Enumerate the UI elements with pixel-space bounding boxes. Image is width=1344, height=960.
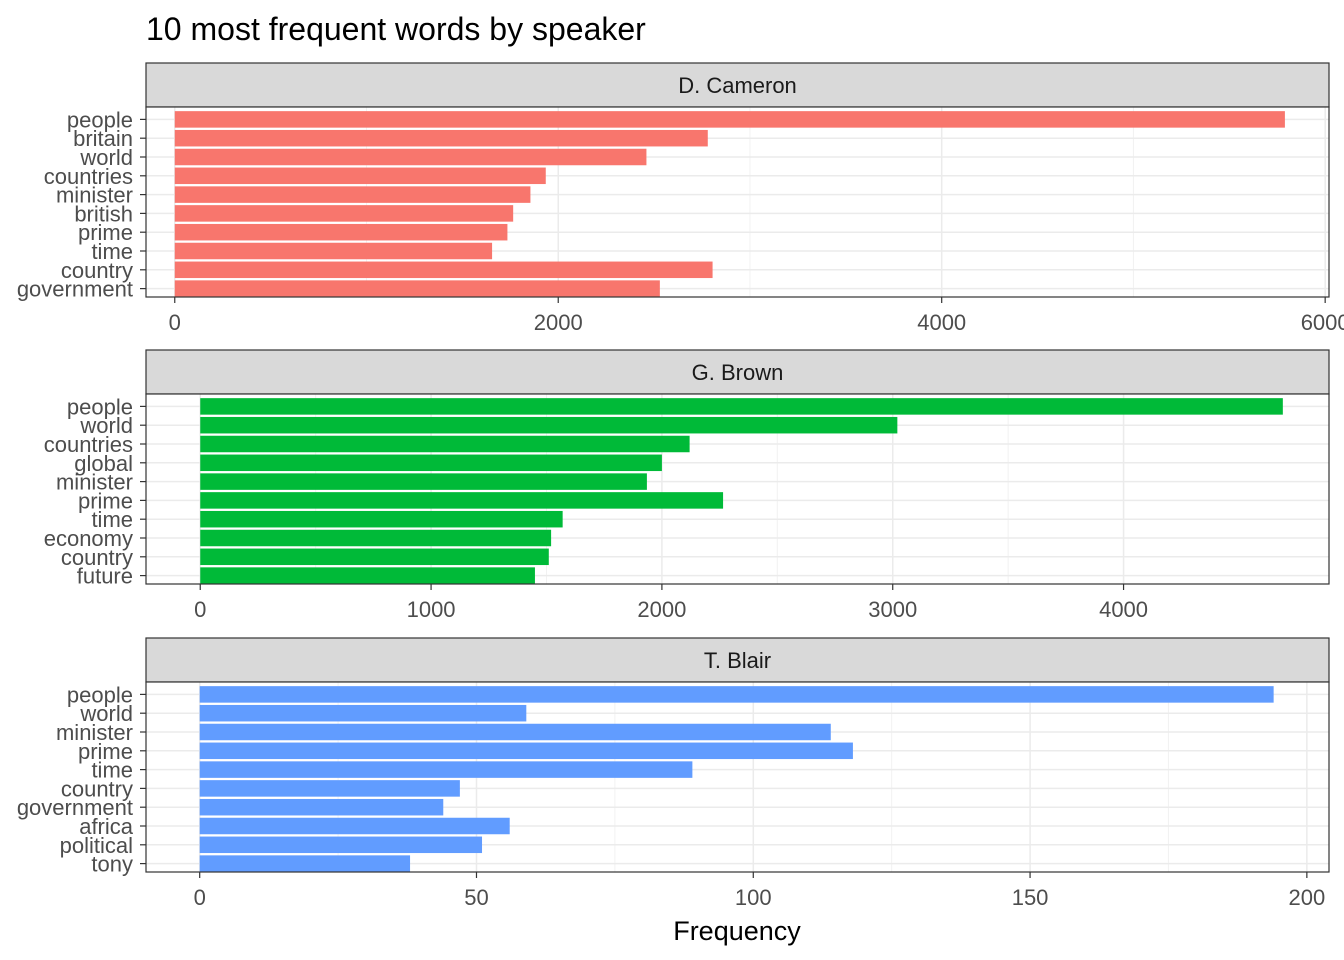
category-label: tony xyxy=(91,852,133,877)
facet-strip-label: T. Blair xyxy=(704,648,771,673)
category-label: minister xyxy=(56,720,133,745)
bar xyxy=(199,723,831,741)
category-label: future xyxy=(77,564,133,589)
category-label: time xyxy=(91,239,133,264)
facet-strip-label: D. Cameron xyxy=(678,73,797,98)
panel: T. Blair peopleworldministerprimetimecoun… xyxy=(17,637,1330,910)
category-label: people xyxy=(67,107,133,132)
category-label: country xyxy=(61,258,133,283)
chart-title: 10 most frequent words by speaker xyxy=(146,11,646,47)
panel-border xyxy=(145,393,1330,585)
bar xyxy=(199,704,527,722)
x-axis-label: Frequency xyxy=(673,916,801,946)
facet-strip xyxy=(145,349,1330,395)
category-label: world xyxy=(79,413,133,438)
bar xyxy=(199,817,510,835)
panel-border xyxy=(145,681,1330,873)
category-label: economy xyxy=(44,526,133,551)
bar xyxy=(200,416,898,434)
bar xyxy=(200,548,549,566)
bar xyxy=(174,205,514,222)
bar xyxy=(174,148,647,166)
category-label: world xyxy=(79,701,133,726)
bar xyxy=(174,129,708,147)
bar xyxy=(200,492,724,509)
panel-border xyxy=(145,106,1330,298)
category-label: prime xyxy=(78,739,133,764)
x-tick-label: 0 xyxy=(194,597,206,622)
category-label: prime xyxy=(78,220,133,245)
x-tick-label: 100 xyxy=(735,885,772,910)
x-tick-label: 4000 xyxy=(917,310,966,335)
bar xyxy=(199,836,483,854)
x-tick-label: 200 xyxy=(1288,885,1325,910)
bar xyxy=(199,742,853,760)
category-label: time xyxy=(91,507,133,532)
category-label: people xyxy=(67,682,133,707)
category-label: government xyxy=(17,795,133,820)
x-tick-label: 50 xyxy=(464,885,488,910)
category-label: africa xyxy=(79,814,134,839)
x-tick-label: 4000 xyxy=(1099,597,1148,622)
bar xyxy=(199,798,444,816)
facet-strip-label: G. Brown xyxy=(692,360,784,385)
x-tick-label: 2000 xyxy=(534,310,583,335)
x-tick-label: 150 xyxy=(1012,885,1049,910)
panel: D. Cameron peoplebritainworldcountriesmin… xyxy=(17,62,1344,335)
category-label: country xyxy=(61,545,133,570)
category-label: country xyxy=(61,776,133,801)
bar xyxy=(199,761,693,778)
x-tick-label: 1000 xyxy=(407,597,456,622)
category-label: government xyxy=(17,277,133,302)
bar xyxy=(174,280,660,297)
bar xyxy=(199,686,1274,703)
bar xyxy=(200,510,563,528)
category-label: global xyxy=(74,451,133,476)
panel: G. Brown peopleworldcountriesglobalminist… xyxy=(44,349,1330,622)
bar xyxy=(200,454,662,472)
category-label: prime xyxy=(78,488,133,513)
category-label: time xyxy=(91,758,133,783)
category-label: minister xyxy=(56,470,133,495)
x-tick-label: 0 xyxy=(194,885,206,910)
bar xyxy=(174,186,531,203)
category-label: countries xyxy=(44,164,133,189)
bar xyxy=(174,167,546,185)
bar xyxy=(200,567,535,584)
x-tick-label: 6000 xyxy=(1301,310,1344,335)
bar xyxy=(174,111,1285,128)
category-label: britain xyxy=(73,126,133,151)
bar xyxy=(174,223,508,241)
category-label: political xyxy=(60,833,133,858)
category-label: people xyxy=(67,394,133,419)
x-tick-label: 2000 xyxy=(637,597,686,622)
x-tick-label: 0 xyxy=(169,310,181,335)
facet-strip xyxy=(145,62,1330,108)
bar xyxy=(200,529,552,547)
bar xyxy=(199,855,411,872)
category-label: world xyxy=(79,145,133,170)
category-label: minister xyxy=(56,183,133,208)
bar xyxy=(200,398,1283,415)
category-label: countries xyxy=(44,432,133,457)
bar xyxy=(199,780,460,797)
bar xyxy=(200,473,647,490)
bar xyxy=(174,261,713,279)
bar xyxy=(200,435,690,453)
bar xyxy=(174,242,493,260)
x-tick-label: 3000 xyxy=(868,597,917,622)
category-label: british xyxy=(74,201,133,226)
panels: D. Cameronpeoplebritainworldcountriesmin… xyxy=(17,62,1344,910)
